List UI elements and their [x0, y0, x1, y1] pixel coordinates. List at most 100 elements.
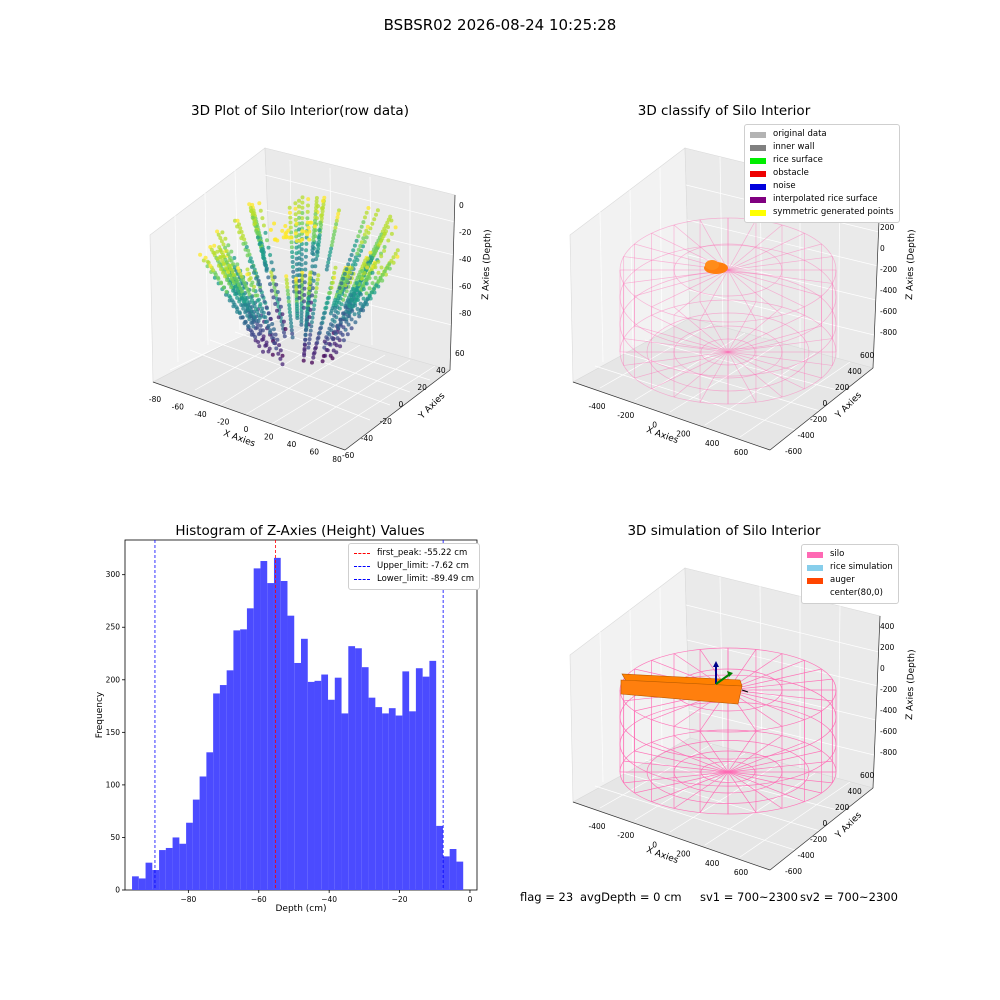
avg-depth-text: avgDepth = 0 cm — [580, 890, 682, 904]
histogram-bar — [152, 870, 160, 890]
histogram-bar — [132, 876, 139, 890]
legend-label: Upper_limit: -7.62 cm — [377, 561, 469, 571]
classify-plot-title: 3D classify of Silo Interior — [637, 103, 811, 119]
histogram-ytick-label: 300 — [106, 570, 121, 579]
legend-label: first_peak: -55.22 cm — [377, 548, 468, 558]
legend-label: interpolated rice surface — [773, 194, 878, 204]
histogram-bar — [321, 674, 329, 890]
histogram-bar — [301, 638, 308, 890]
raw-xtick: 0 — [244, 425, 249, 434]
sim-ytick: -600 — [785, 867, 802, 876]
classify-legend: original data inner wall rice surface obsta… — [744, 124, 900, 223]
legend-swatch — [750, 131, 766, 138]
histogram-xticks: −80 −60 −40 −20 0 — [180, 890, 473, 904]
legend-swatch — [807, 564, 823, 571]
sv2-text: sv2 = 700~2300 — [800, 890, 898, 904]
cls-ytick: -600 — [785, 447, 802, 456]
sim-ytick: -400 — [798, 851, 815, 860]
legend-item: interpolated rice surface — [750, 193, 894, 206]
sim-xtick: -400 — [588, 822, 605, 831]
legend-swatch — [807, 551, 823, 558]
histogram-bar — [138, 878, 146, 890]
sim-xtick: 0 — [652, 840, 657, 849]
legend-swatch — [750, 196, 766, 203]
legend-item: Upper_limit: -7.62 cm — [354, 560, 474, 573]
cls-xtick: 400 — [705, 439, 720, 448]
sim-ztick: -600 — [880, 727, 897, 736]
histogram-xtick-label: −60 — [251, 895, 267, 904]
histogram-bar — [395, 715, 403, 890]
histogram-bar — [402, 671, 410, 890]
histogram-title: Histogram of Z-Axies (Height) Values — [175, 523, 425, 539]
histogram-bar — [159, 850, 166, 890]
legend-swatch — [807, 577, 823, 584]
histogram-ytick-label: 100 — [106, 780, 121, 789]
cls-ytick: 400 — [848, 367, 863, 376]
legend-label: inner wall — [773, 142, 815, 152]
simulation-silo-wireframe — [619, 647, 837, 815]
histogram-bar — [334, 677, 342, 890]
classify-xlabel: X Axies — [645, 425, 680, 446]
legend-label: obstacle — [773, 168, 809, 178]
sim-ztick: -800 — [880, 748, 897, 757]
histogram-ylabel: Frequency — [95, 691, 105, 738]
raw-ytick: 0 — [399, 400, 404, 409]
cls-ytick: 600 — [860, 351, 875, 360]
histogram-bar — [253, 568, 261, 890]
raw-ytick: -60 — [342, 451, 354, 460]
legend-item: symmetric generated points — [750, 206, 894, 219]
histogram-xtick-label: −40 — [321, 895, 337, 904]
histogram-xtick-label: −20 — [392, 895, 408, 904]
histogram-bar — [280, 580, 288, 890]
legend-label: Lower_limit: -89.49 cm — [377, 574, 475, 584]
histogram-xlabel: Depth (cm) — [275, 904, 326, 914]
legend-item: original data — [750, 128, 894, 141]
raw-plot-title: 3D Plot of Silo Interior(row data) — [191, 103, 409, 119]
raw-xtick: 80 — [332, 455, 342, 464]
legend-item: silo — [807, 548, 893, 561]
histogram-ytick-label: 0 — [115, 886, 120, 895]
legend-item: noise — [750, 180, 894, 193]
simulation-orientation-arrows — [713, 661, 733, 685]
raw-xtick: 40 — [287, 440, 297, 449]
raw-ylabel: Y Axies — [416, 391, 447, 422]
histogram-bar — [165, 847, 173, 890]
legend-item: rice surface — [750, 154, 894, 167]
histogram-ytick-label: 250 — [106, 623, 121, 632]
histogram-bar — [314, 680, 322, 890]
simulation-auger — [620, 673, 749, 705]
raw-ytick: 20 — [417, 383, 427, 392]
raw-ytick: 60 — [455, 349, 465, 358]
histogram-bar — [172, 837, 180, 890]
histogram-ytick-label: 200 — [106, 675, 121, 684]
histogram-bar — [233, 630, 241, 890]
histogram-bar — [213, 693, 220, 890]
simulation-zlabel: Z Axies (Depth) — [905, 649, 917, 720]
legend-label: original data — [773, 129, 827, 139]
legend-label: noise — [773, 181, 796, 191]
histogram-bar — [388, 708, 396, 890]
sim-ztick: 0 — [880, 664, 885, 673]
histogram-bar — [456, 861, 464, 890]
simulation-3d-axes: -400 -200 0 200 400 600 -600 -400 -200 0 200 400 600… — [569, 567, 917, 877]
legend-label: symmetric generated points — [773, 207, 894, 217]
histogram-bar — [415, 668, 423, 890]
cls-ytick: -200 — [810, 415, 827, 424]
legend-line-swatch — [354, 579, 370, 580]
sim-ytick: 200 — [835, 803, 850, 812]
cls-xtick: -400 — [588, 402, 605, 411]
simulation-plot-title: 3D simulation of Silo Interior — [627, 523, 821, 539]
histogram-legend: first_peak: -55.22 cm Upper_limit: -7.62 … — [348, 543, 481, 590]
simulation-legend: silo rice simulation auger center(80,0) — [801, 544, 899, 604]
histogram-xtick-label: −80 — [180, 895, 196, 904]
histogram-bars — [132, 557, 464, 890]
sim-ytick: -200 — [810, 835, 827, 844]
legend-label: rice simulation — [830, 562, 893, 572]
histogram-bar — [260, 561, 268, 890]
sim-xtick: -200 — [617, 831, 634, 840]
raw-ztick: -60 — [459, 282, 471, 291]
raw-ztick: -40 — [459, 255, 471, 264]
histogram-bar — [422, 676, 430, 890]
cls-ztick: -800 — [880, 328, 897, 337]
